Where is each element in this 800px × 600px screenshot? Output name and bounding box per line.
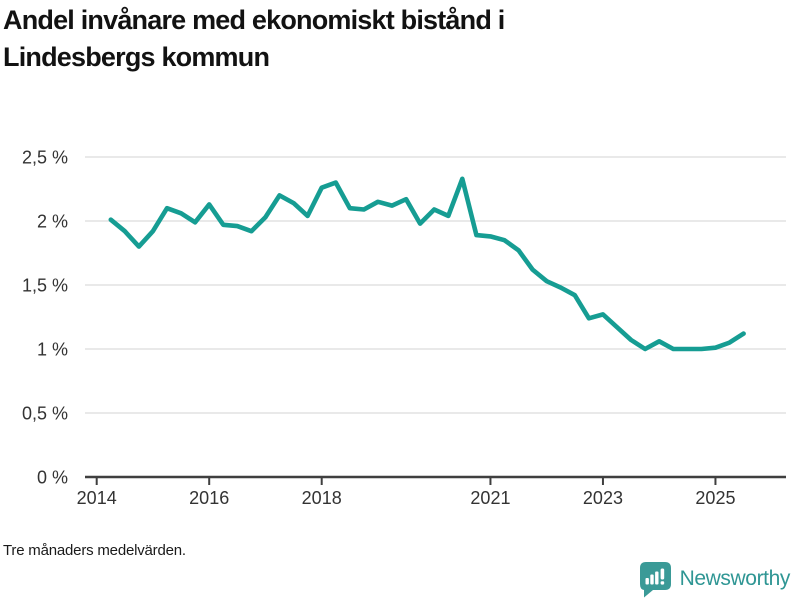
y-axis-tick-label: 0,5 % (22, 404, 68, 424)
page-title: Andel invånare med ekonomiskt bistånd i … (3, 2, 643, 76)
title-line-2: Lindesbergs kommun (3, 42, 270, 72)
chart-footnote: Tre månaders medelvärden. (3, 542, 186, 559)
y-axis-tick-label: 2 % (37, 212, 68, 232)
x-axis-tick-label: 2021 (470, 488, 510, 508)
x-axis-tick-label: 2023 (583, 488, 623, 508)
y-axis-tick-label: 1,5 % (22, 276, 68, 296)
y-axis-tick-label: 2,5 % (22, 148, 68, 168)
brand-name: Newsworthy (679, 567, 791, 590)
x-axis-tick-label: 2025 (695, 488, 735, 508)
y-axis-tick-label: 1 % (37, 340, 68, 360)
x-axis-tick-label: 2016 (189, 488, 229, 508)
brand-lockup: Newsworthy (639, 560, 790, 598)
data-line-lindesbergs-kommun (108, 176, 746, 352)
x-axis-tick-label: 2014 (77, 488, 117, 508)
title-line-1: Andel invånare med ekonomiskt bistånd i (3, 5, 505, 35)
newsworthy-logo-icon (639, 561, 671, 597)
y-axis-tick-label: 0 % (37, 468, 68, 488)
line-chart: 2,5 % 2 % 1,5 % 1 % 0,5 % 0 % 2014 2016 2018 2021… (22, 148, 786, 508)
x-axis-tick-label: 2018 (302, 488, 342, 508)
